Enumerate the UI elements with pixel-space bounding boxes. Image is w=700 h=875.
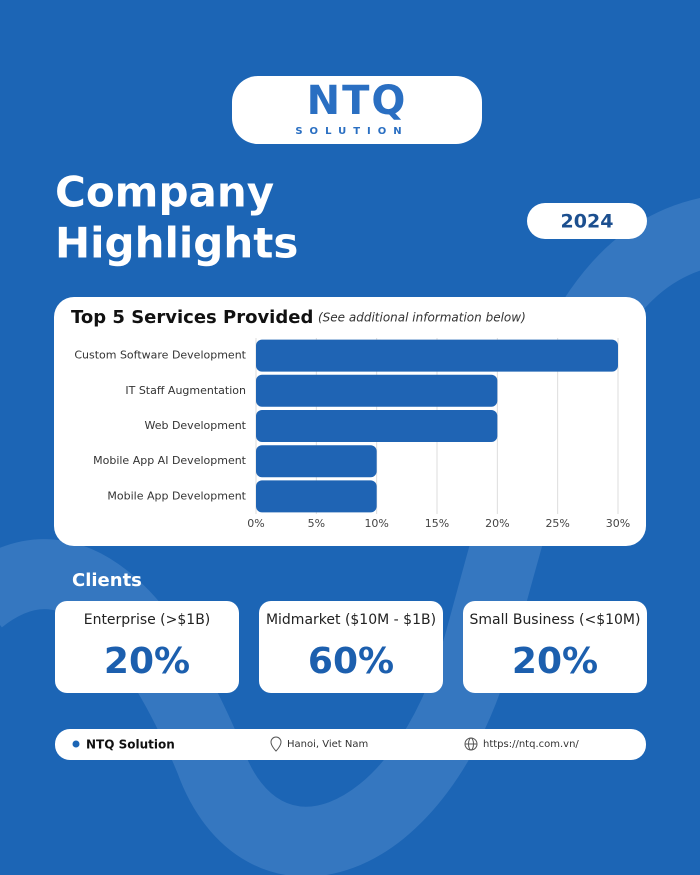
x-tick-label: 10% xyxy=(364,517,388,530)
client-label: Midmarket ($10M - $1B) xyxy=(266,612,436,628)
bar xyxy=(256,339,618,372)
footer-dot xyxy=(72,740,80,748)
footer-company: NTQ Solution xyxy=(86,738,175,752)
plot: 0% 5% 10% 15% 20% 25% 30% Custom Software Devel… xyxy=(74,338,630,530)
footer-pill xyxy=(55,729,646,760)
bar xyxy=(256,480,377,513)
clients-heading: Clients xyxy=(72,570,142,591)
clients: Enterprise (>$1B) 20% Midmarket ($10M - $1… xyxy=(55,601,647,693)
bar xyxy=(256,374,498,407)
client-card xyxy=(259,601,443,693)
client-card xyxy=(463,601,647,693)
x-tick-label: 30% xyxy=(606,517,630,530)
location-icon xyxy=(270,736,282,752)
client-card xyxy=(55,601,239,693)
x-tick-label: 0% xyxy=(247,517,264,530)
client-value: 60% xyxy=(308,641,394,682)
y-tick-label: Mobile App AI Development xyxy=(93,454,247,467)
footer-location: Hanoi, Viet Nam xyxy=(287,739,368,750)
x-tick-label: 20% xyxy=(485,517,509,530)
y-tick-label: Mobile App Development xyxy=(107,489,246,502)
chart-subtitle: (See additional information below) xyxy=(318,311,526,325)
client-value: 20% xyxy=(104,641,190,682)
footer-website[interactable]: https://ntq.com.vn/ xyxy=(483,739,579,750)
x-tick-label: 5% xyxy=(308,517,325,530)
client-label: Enterprise (>$1B) xyxy=(84,612,211,628)
chart-title: Top 5 Services Provided xyxy=(71,307,313,328)
bar xyxy=(256,410,498,442)
logo: NTQ xyxy=(307,78,408,124)
x-tick-label: 15% xyxy=(425,517,449,530)
year: 2024 xyxy=(561,211,614,233)
client-label: Small Business (<$10M) xyxy=(470,612,641,628)
web-icon xyxy=(464,737,478,751)
bar xyxy=(256,445,377,478)
y-tick-label: Web Development xyxy=(144,419,246,432)
year-pill xyxy=(527,203,647,239)
y-tick-label: Custom Software Development xyxy=(74,349,246,362)
client-value: 20% xyxy=(512,641,598,682)
title: Highlights xyxy=(55,219,298,268)
title: Company xyxy=(55,168,274,217)
logo-sub: SOLUTION xyxy=(295,126,408,137)
logo-card xyxy=(232,76,482,144)
x-tick-label: 25% xyxy=(545,517,569,530)
y-tick-label: IT Staff Augmentation xyxy=(125,384,246,397)
